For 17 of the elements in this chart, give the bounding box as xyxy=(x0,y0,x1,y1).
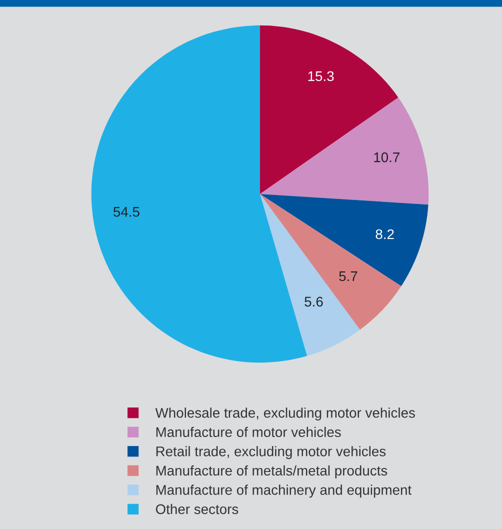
pie-slice xyxy=(260,194,402,330)
pie-slice xyxy=(260,97,429,205)
data-label: 8.2 xyxy=(376,229,394,240)
pie-slice xyxy=(260,194,360,356)
data-label: 10.7 xyxy=(374,152,400,162)
data-label: 5.7 xyxy=(339,271,358,282)
legend-label: Other sectors xyxy=(156,504,238,514)
data-label: 5.6 xyxy=(304,296,323,307)
data-label: 15.3 xyxy=(308,71,334,82)
legend-label: Manufacture of motor vehicles xyxy=(156,426,341,438)
legend-label: Wholesale trade, excluding motor vehicles xyxy=(155,408,415,421)
data-label: 54.5 xyxy=(113,207,140,217)
legend-label: Manufacture of machinery and equipment xyxy=(156,484,412,498)
legend-label: Retail trade, excluding motor vehicles xyxy=(156,446,386,460)
pie-slice xyxy=(260,194,428,286)
pie-slice xyxy=(260,25,398,194)
legend-label: Manufacture of metals/metal products xyxy=(156,465,388,478)
